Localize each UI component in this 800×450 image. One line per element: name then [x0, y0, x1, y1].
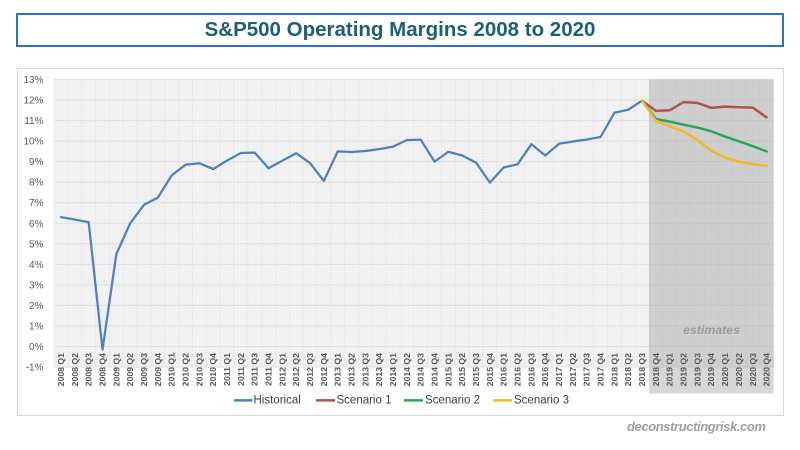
svg-text:9%: 9%: [29, 157, 44, 168]
svg-text:2008 Q4: 2008 Q4: [98, 353, 108, 386]
svg-text:7%: 7%: [29, 198, 44, 209]
svg-text:5%: 5%: [29, 239, 44, 250]
svg-text:estimates: estimates: [683, 323, 740, 337]
svg-text:2018 Q4: 2018 Q4: [651, 353, 661, 386]
svg-text:2016 Q3: 2016 Q3: [526, 353, 536, 386]
svg-text:13%: 13%: [23, 75, 43, 86]
svg-text:2017 Q3: 2017 Q3: [582, 353, 592, 386]
svg-text:4%: 4%: [29, 260, 44, 271]
svg-text:2011 Q1: 2011 Q1: [222, 353, 232, 386]
svg-text:-1%: -1%: [26, 363, 44, 374]
svg-text:2008 Q2: 2008 Q2: [70, 353, 80, 386]
svg-text:2018 Q1: 2018 Q1: [609, 353, 619, 386]
svg-text:Historical: Historical: [254, 395, 301, 407]
svg-text:2016 Q4: 2016 Q4: [540, 353, 550, 386]
svg-text:11%: 11%: [24, 116, 43, 127]
svg-text:2013 Q1: 2013 Q1: [333, 353, 343, 386]
svg-text:2013 Q3: 2013 Q3: [360, 353, 370, 386]
svg-text:2012 Q3: 2012 Q3: [305, 353, 315, 386]
svg-text:2020 Q1: 2020 Q1: [720, 353, 730, 386]
svg-text:2019 Q3: 2019 Q3: [692, 353, 702, 386]
svg-text:2012 Q1: 2012 Q1: [277, 353, 287, 386]
svg-text:2016 Q2: 2016 Q2: [513, 353, 523, 386]
svg-text:2009 Q3: 2009 Q3: [139, 353, 149, 386]
svg-text:2010 Q1: 2010 Q1: [167, 353, 177, 386]
svg-text:0%: 0%: [29, 342, 44, 353]
svg-text:2010 Q3: 2010 Q3: [194, 353, 204, 386]
svg-text:Scenario 2: Scenario 2: [425, 395, 480, 407]
svg-text:2009 Q4: 2009 Q4: [153, 353, 163, 386]
svg-text:2010 Q4: 2010 Q4: [208, 353, 218, 386]
svg-text:2015 Q3: 2015 Q3: [471, 353, 481, 386]
svg-text:Scenario 3: Scenario 3: [514, 395, 569, 407]
svg-text:2014 Q4: 2014 Q4: [430, 353, 440, 386]
svg-text:2012 Q4: 2012 Q4: [319, 353, 329, 386]
svg-text:2010 Q2: 2010 Q2: [181, 353, 191, 386]
svg-text:2011 Q4: 2011 Q4: [264, 353, 274, 386]
svg-text:2020 Q3: 2020 Q3: [748, 353, 758, 386]
svg-text:12%: 12%: [23, 96, 43, 107]
svg-text:6%: 6%: [29, 219, 44, 230]
svg-text:1%: 1%: [29, 321, 44, 332]
svg-text:10%: 10%: [23, 137, 43, 148]
svg-text:Scenario 1: Scenario 1: [337, 395, 392, 407]
svg-text:2013 Q2: 2013 Q2: [347, 353, 357, 386]
svg-text:2019 Q4: 2019 Q4: [706, 353, 716, 386]
svg-text:2008 Q1: 2008 Q1: [56, 353, 66, 386]
svg-text:2008 Q3: 2008 Q3: [84, 353, 94, 386]
svg-text:2014 Q1: 2014 Q1: [388, 353, 398, 386]
svg-text:2012 Q2: 2012 Q2: [291, 353, 301, 386]
svg-text:2017 Q2: 2017 Q2: [568, 353, 578, 386]
svg-text:2015 Q1: 2015 Q1: [443, 353, 453, 386]
svg-text:2011 Q2: 2011 Q2: [236, 353, 246, 386]
svg-text:2009 Q1: 2009 Q1: [111, 353, 121, 386]
svg-text:2020 Q4: 2020 Q4: [762, 353, 772, 386]
svg-text:8%: 8%: [29, 178, 44, 189]
svg-text:2015 Q4: 2015 Q4: [485, 353, 495, 386]
svg-text:2009 Q2: 2009 Q2: [125, 353, 135, 386]
svg-text:2015 Q2: 2015 Q2: [457, 353, 467, 386]
svg-text:2020 Q2: 2020 Q2: [734, 353, 744, 386]
svg-text:2016 Q1: 2016 Q1: [499, 353, 509, 386]
svg-text:2014 Q3: 2014 Q3: [416, 353, 426, 386]
svg-text:2018 Q3: 2018 Q3: [637, 353, 647, 386]
svg-text:2011 Q3: 2011 Q3: [250, 353, 260, 386]
svg-text:2017 Q1: 2017 Q1: [554, 353, 564, 386]
svg-text:2%: 2%: [29, 301, 44, 312]
svg-text:2019 Q2: 2019 Q2: [679, 353, 689, 386]
svg-text:2017 Q4: 2017 Q4: [596, 353, 606, 386]
svg-text:2014 Q2: 2014 Q2: [402, 353, 412, 386]
svg-text:3%: 3%: [29, 280, 44, 291]
svg-text:2013 Q4: 2013 Q4: [374, 353, 384, 386]
svg-text:2018 Q2: 2018 Q2: [623, 353, 633, 386]
svg-text:2019 Q1: 2019 Q1: [665, 353, 675, 386]
